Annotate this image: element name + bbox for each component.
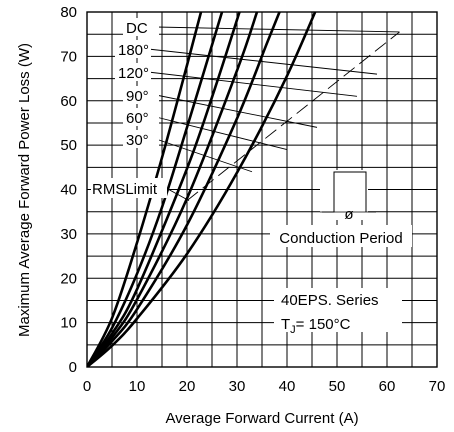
leader-line: [147, 48, 378, 75]
curve-120deg: [87, 12, 259, 367]
junction-temp-label: TJ= 150°C: [281, 316, 351, 336]
rms-limit-layer: [186, 31, 400, 201]
y-tick-label: 70: [60, 48, 77, 65]
plot-frame: [86, 11, 438, 368]
x-tick-label: 40: [279, 378, 296, 395]
rms-limit-line: [186, 31, 400, 201]
curve-label-180deg: 180°: [118, 42, 149, 59]
rms-leader: [165, 187, 190, 201]
device-series-label: 40EPS. Series: [281, 292, 379, 309]
curve-180deg: [87, 12, 281, 367]
leader-line: [155, 138, 253, 173]
curve-label-bg: [115, 63, 151, 81]
x-tick-label: 10: [129, 378, 146, 395]
x-tick-label: 0: [83, 378, 91, 395]
annotations: DC 180° 120° 90° 60° 30° RMSLimit: [91, 18, 167, 198]
x-tick-label: 50: [329, 378, 346, 395]
y-tick-label: 50: [60, 137, 77, 154]
x-tick-label: 30: [229, 378, 246, 395]
leader-line: [147, 71, 358, 97]
curve-label-bg: [123, 86, 159, 104]
y-tick-label: 10: [60, 315, 77, 332]
x-tick-label: 60: [379, 378, 396, 395]
y-tick-label: 20: [60, 270, 77, 287]
curve-leaders: [147, 26, 400, 201]
curve-label-120deg: 120°: [118, 65, 149, 82]
curve-dc: [87, 12, 317, 367]
device-info: 40EPS. Series TJ= 150°C: [274, 288, 402, 336]
conduction-period-inset: Conduction Period ø: [270, 170, 412, 247]
conduction-period-label: Conduction Period: [279, 230, 402, 247]
curve-label-bg: [123, 18, 159, 36]
phi-symbol: ø: [344, 206, 353, 223]
tick-labels: 0 10 20 30 40 50 60 70 0 10 20 30 40 50 60 70 80: [60, 4, 445, 395]
curve-label-bg: [123, 130, 159, 148]
curve-60deg: [87, 12, 224, 367]
leader-line: [155, 26, 400, 33]
y-axis-label: Maximum Average Forward Power Loss (W): [16, 43, 33, 337]
leader-line: [155, 116, 288, 150]
curve-label-bg: [115, 40, 151, 58]
rms-limit-label: RMSLimit: [92, 181, 158, 198]
y-tick-label: 40: [60, 182, 77, 199]
y-tick-label: 80: [60, 4, 77, 21]
y-tick-label: 0: [69, 359, 77, 376]
y-tick-label: 30: [60, 226, 77, 243]
curve-label-90deg: 90°: [126, 88, 149, 105]
curve-label-30deg: 30°: [126, 132, 149, 149]
x-axis-label: Average Forward Current (A): [165, 410, 358, 427]
rms-label-bg: [91, 178, 167, 198]
y-tick-label: 60: [60, 93, 77, 110]
curve-label-dc: DC: [126, 20, 148, 37]
curve-90deg: [87, 12, 241, 367]
curve-label-60deg: 60°: [126, 110, 149, 127]
x-tick-label: 70: [429, 378, 446, 395]
x-tick-label: 20: [179, 378, 196, 395]
curve-label-bg: [123, 108, 159, 126]
grid: [86, 11, 438, 368]
leader-line: [155, 94, 318, 128]
